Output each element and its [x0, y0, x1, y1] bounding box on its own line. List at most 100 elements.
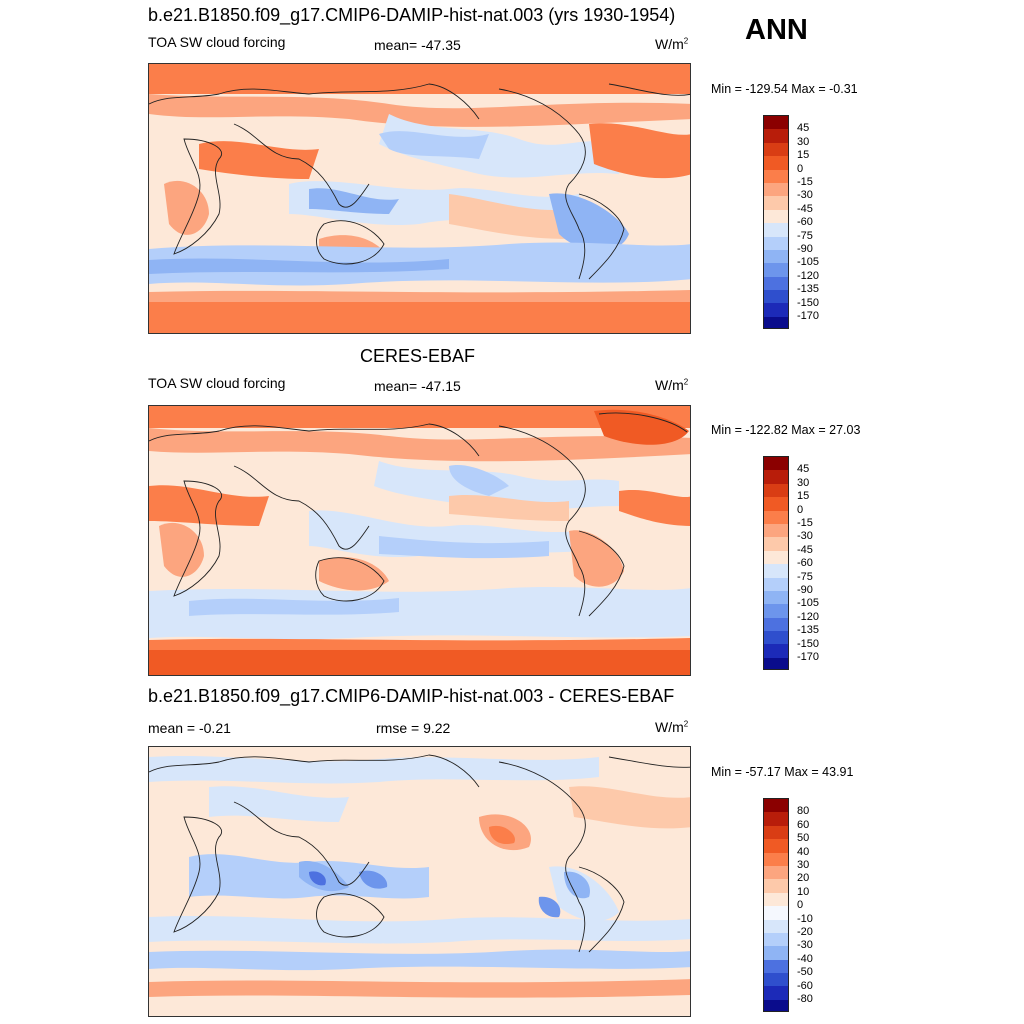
panel2-units: W/m2: [655, 377, 689, 393]
panel1-map: [148, 63, 691, 334]
colorbar-swatch: [764, 169, 788, 183]
colorbar-swatch: [764, 657, 788, 669]
colorbar-tick-label: 30: [797, 135, 810, 148]
colorbar-swatch: [764, 182, 788, 197]
panel3-rmse: rmse = 9.22: [376, 720, 451, 736]
panel3-minmax: Min = -57.17 Max = 43.91: [711, 765, 854, 779]
panel2-variable: TOA SW cloud forcing: [148, 375, 286, 391]
colorbar-swatch: [764, 290, 788, 304]
colorbar-swatch: [764, 196, 788, 210]
colorbar-swatch: [764, 644, 788, 658]
colorbar-tick-label: -60: [797, 557, 813, 570]
colorbar-tick-label: -105: [797, 597, 820, 610]
colorbar-swatch: [764, 959, 788, 974]
panel2-title: CERES-EBAF: [360, 346, 476, 366]
colorbar-tick-label: -170: [797, 310, 820, 322]
panel1-title: b.e21.B1850.f09_g17.CMIP6-DAMIP-hist-nat…: [148, 5, 676, 25]
colorbar-swatch: [764, 919, 788, 933]
colorbar-swatch: [764, 156, 788, 170]
colorbar-tick-label: -90: [797, 243, 813, 255]
colorbar-swatch: [764, 457, 788, 471]
panel3-colorbar: [763, 798, 789, 1012]
colorbar-tick-label: -10: [797, 912, 813, 925]
colorbar-swatch: [764, 973, 788, 987]
colorbar-swatch: [764, 799, 788, 813]
colorbar-swatch: [764, 604, 788, 618]
panel1-units: W/m2: [655, 36, 689, 52]
colorbar-tick-label: -60: [797, 216, 813, 229]
colorbar-tick-label: 0: [797, 899, 804, 912]
panel3-mean: mean = -0.21: [148, 720, 231, 736]
colorbar-tick-label: -45: [797, 543, 813, 556]
colorbar-tick-label: -40: [797, 952, 813, 965]
colorbar-tick-label: -30: [797, 189, 813, 202]
colorbar-swatch: [764, 316, 788, 328]
colorbar-tick-label: -170: [797, 651, 820, 663]
panel3-map: [148, 746, 691, 1017]
colorbar-tick-label: 10: [797, 885, 810, 898]
panel2-mean: mean= -47.15: [374, 378, 461, 394]
colorbar-swatch: [764, 276, 788, 291]
colorbar-swatch: [764, 550, 788, 565]
colorbar-tick-label: -45: [797, 202, 813, 215]
colorbar-tick-label: 30: [797, 859, 810, 871]
colorbar-tick-label: 60: [797, 818, 810, 831]
panel1-mean: mean= -47.35: [374, 37, 461, 53]
colorbar-tick-label: -20: [797, 926, 813, 938]
panel2-map-field: [149, 406, 690, 675]
colorbar-tick-label: 80: [797, 805, 810, 818]
colorbar-swatch: [764, 590, 788, 605]
colorbar-swatch: [764, 986, 788, 1000]
colorbar-tick-label: 15: [797, 149, 810, 162]
colorbar-swatch: [764, 812, 788, 826]
colorbar-swatch: [764, 852, 788, 866]
panel2-map: [148, 405, 691, 676]
colorbar-swatch: [764, 249, 788, 264]
colorbar-swatch: [764, 825, 788, 840]
colorbar-tick-label: -15: [797, 517, 813, 529]
colorbar-swatch: [764, 865, 788, 880]
colorbar-tick-label: -150: [797, 637, 820, 650]
panel3-title: b.e21.B1850.f09_g17.CMIP6-DAMIP-hist-nat…: [148, 686, 675, 706]
colorbar-tick-label: 15: [797, 490, 810, 503]
colorbar-swatch: [764, 577, 788, 591]
colorbar-tick-label: 0: [797, 503, 804, 516]
panel1-colorbar: [763, 115, 789, 329]
colorbar-swatch: [764, 564, 788, 578]
colorbar-tick-label: -75: [797, 570, 813, 583]
colorbar-swatch: [764, 303, 788, 317]
colorbar-swatch: [764, 510, 788, 524]
colorbar-tick-label: -60: [797, 979, 813, 992]
panel2-minmax: Min = -122.82 Max = 27.03: [711, 423, 861, 437]
colorbar-tick-label: -135: [797, 283, 820, 296]
colorbar-tick-label: -50: [797, 966, 813, 979]
colorbar-swatch: [764, 879, 788, 893]
colorbar-swatch: [764, 932, 788, 947]
colorbar-tick-label: -80: [797, 993, 813, 1005]
colorbar-swatch: [764, 839, 788, 853]
colorbar-tick-label: -120: [797, 269, 820, 282]
colorbar-swatch: [764, 892, 788, 907]
panel3-units: W/m2: [655, 719, 689, 735]
colorbar-tick-label: -90: [797, 584, 813, 596]
colorbar-tick-label: -15: [797, 176, 813, 188]
colorbar-tick-label: -75: [797, 229, 813, 242]
colorbar-tick-label: 45: [797, 463, 810, 476]
colorbar-swatch: [764, 236, 788, 250]
panel3-map-field: [149, 747, 690, 1016]
colorbar-swatch: [764, 906, 788, 920]
colorbar-swatch: [764, 223, 788, 237]
colorbar-tick-label: -150: [797, 296, 820, 309]
colorbar-swatch: [764, 129, 788, 143]
colorbar-swatch: [764, 263, 788, 277]
colorbar-tick-label: 30: [797, 476, 810, 489]
colorbar-tick-label: -30: [797, 939, 813, 952]
colorbar-swatch: [764, 537, 788, 551]
colorbar-swatch: [764, 999, 788, 1011]
panel1-map-field: [149, 64, 690, 333]
colorbar-tick-label: -120: [797, 610, 820, 623]
colorbar-tick-label: 20: [797, 872, 810, 885]
colorbar-tick-label: 45: [797, 122, 810, 135]
colorbar-swatch: [764, 470, 788, 484]
panel1-variable: TOA SW cloud forcing: [148, 34, 286, 50]
